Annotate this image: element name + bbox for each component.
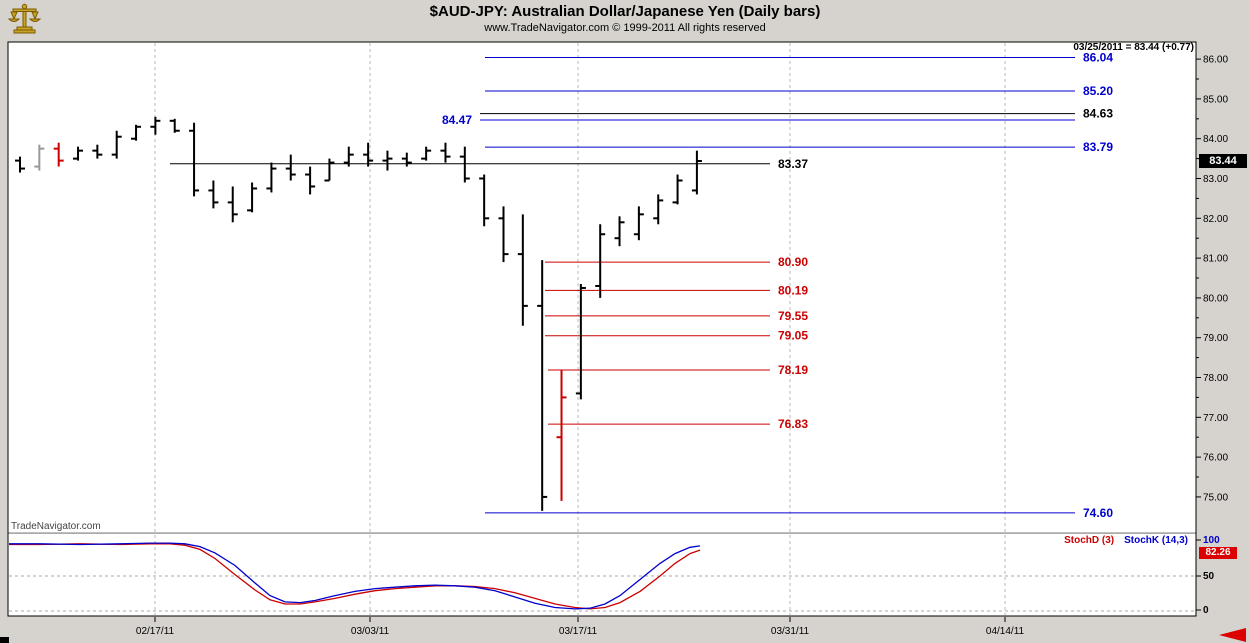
price-axis-label: 76.00 [1203, 453, 1228, 464]
price-axis-label: 84.00 [1203, 134, 1228, 145]
price-level-label: 83.79 [1083, 140, 1113, 154]
stoch-legend: StochD (3) StochK (14,3) [1064, 535, 1188, 546]
stoch-k-line [9, 542, 701, 610]
price-axis-label: 78.00 [1203, 373, 1228, 384]
price-level-label: 84.47 [442, 113, 472, 127]
price-axis-label: 80.00 [1203, 293, 1228, 304]
price-level-label: 76.83 [778, 417, 808, 431]
price-axis-label: 75.00 [1203, 492, 1228, 503]
watermark: TradeNavigator.com [11, 521, 101, 532]
price-level-label: 86.04 [1083, 51, 1113, 65]
stoch-d-line [9, 543, 701, 610]
current-price-badge: 83.44 [1199, 154, 1247, 168]
stoch-panel[interactable] [8, 534, 1196, 616]
price-level-label: 85.20 [1083, 84, 1113, 98]
date-axis-label: 03/03/11 [351, 626, 390, 637]
page-subtitle: www.TradeNavigator.com © 1999-2011 All r… [484, 22, 766, 34]
price-level-label: 80.90 [778, 255, 808, 269]
date-axis-label: 03/31/11 [771, 626, 810, 637]
scroll-left-arrow-button[interactable] [1219, 628, 1246, 642]
price-level-label: 78.19 [778, 363, 808, 377]
price-level-label: 84.63 [1083, 107, 1113, 121]
stoch-axis-label: 0 [1203, 605, 1209, 616]
price-level-label: 74.60 [1083, 506, 1113, 520]
stoch-axis-label: 50 [1203, 571, 1215, 582]
stoch-axis-label: 100 [1203, 535, 1220, 546]
price-panel[interactable] [8, 42, 1196, 533]
price-axis-label: 79.00 [1203, 333, 1228, 344]
quote-info: 03/25/2011 = 83.44 (+0.77) [1073, 42, 1194, 53]
price-level-label: 83.37 [778, 157, 808, 171]
date-axis-label: 02/17/11 [136, 626, 175, 637]
price-axis-label: 85.00 [1203, 94, 1228, 105]
stoch-current-value-badge: 82.26 [1199, 547, 1237, 559]
stoch-k-label: StochK (14,3) [1124, 535, 1188, 546]
page-title: $AUD-JPY: Australian Dollar/Japanese Yen… [429, 3, 821, 20]
date-axis-label: 03/17/11 [559, 626, 598, 637]
date-axis-label: 04/14/11 [986, 626, 1025, 637]
stoch-d-label: StochD (3) [1064, 535, 1115, 546]
chart-border [7, 41, 1197, 617]
scrollbar-corner [0, 637, 9, 643]
price-level-label: 79.05 [778, 329, 808, 343]
price-axis-label: 81.00 [1203, 254, 1228, 265]
tradenavigator-logo-icon [7, 3, 42, 34]
price-axis-label: 82.00 [1203, 214, 1228, 225]
price-axis-label: 83.00 [1203, 174, 1228, 185]
price-level-label: 80.19 [778, 283, 808, 297]
price-level-label: 79.55 [778, 309, 808, 323]
price-axis-label: 77.00 [1203, 413, 1228, 424]
price-axis-label: 86.00 [1203, 55, 1228, 66]
